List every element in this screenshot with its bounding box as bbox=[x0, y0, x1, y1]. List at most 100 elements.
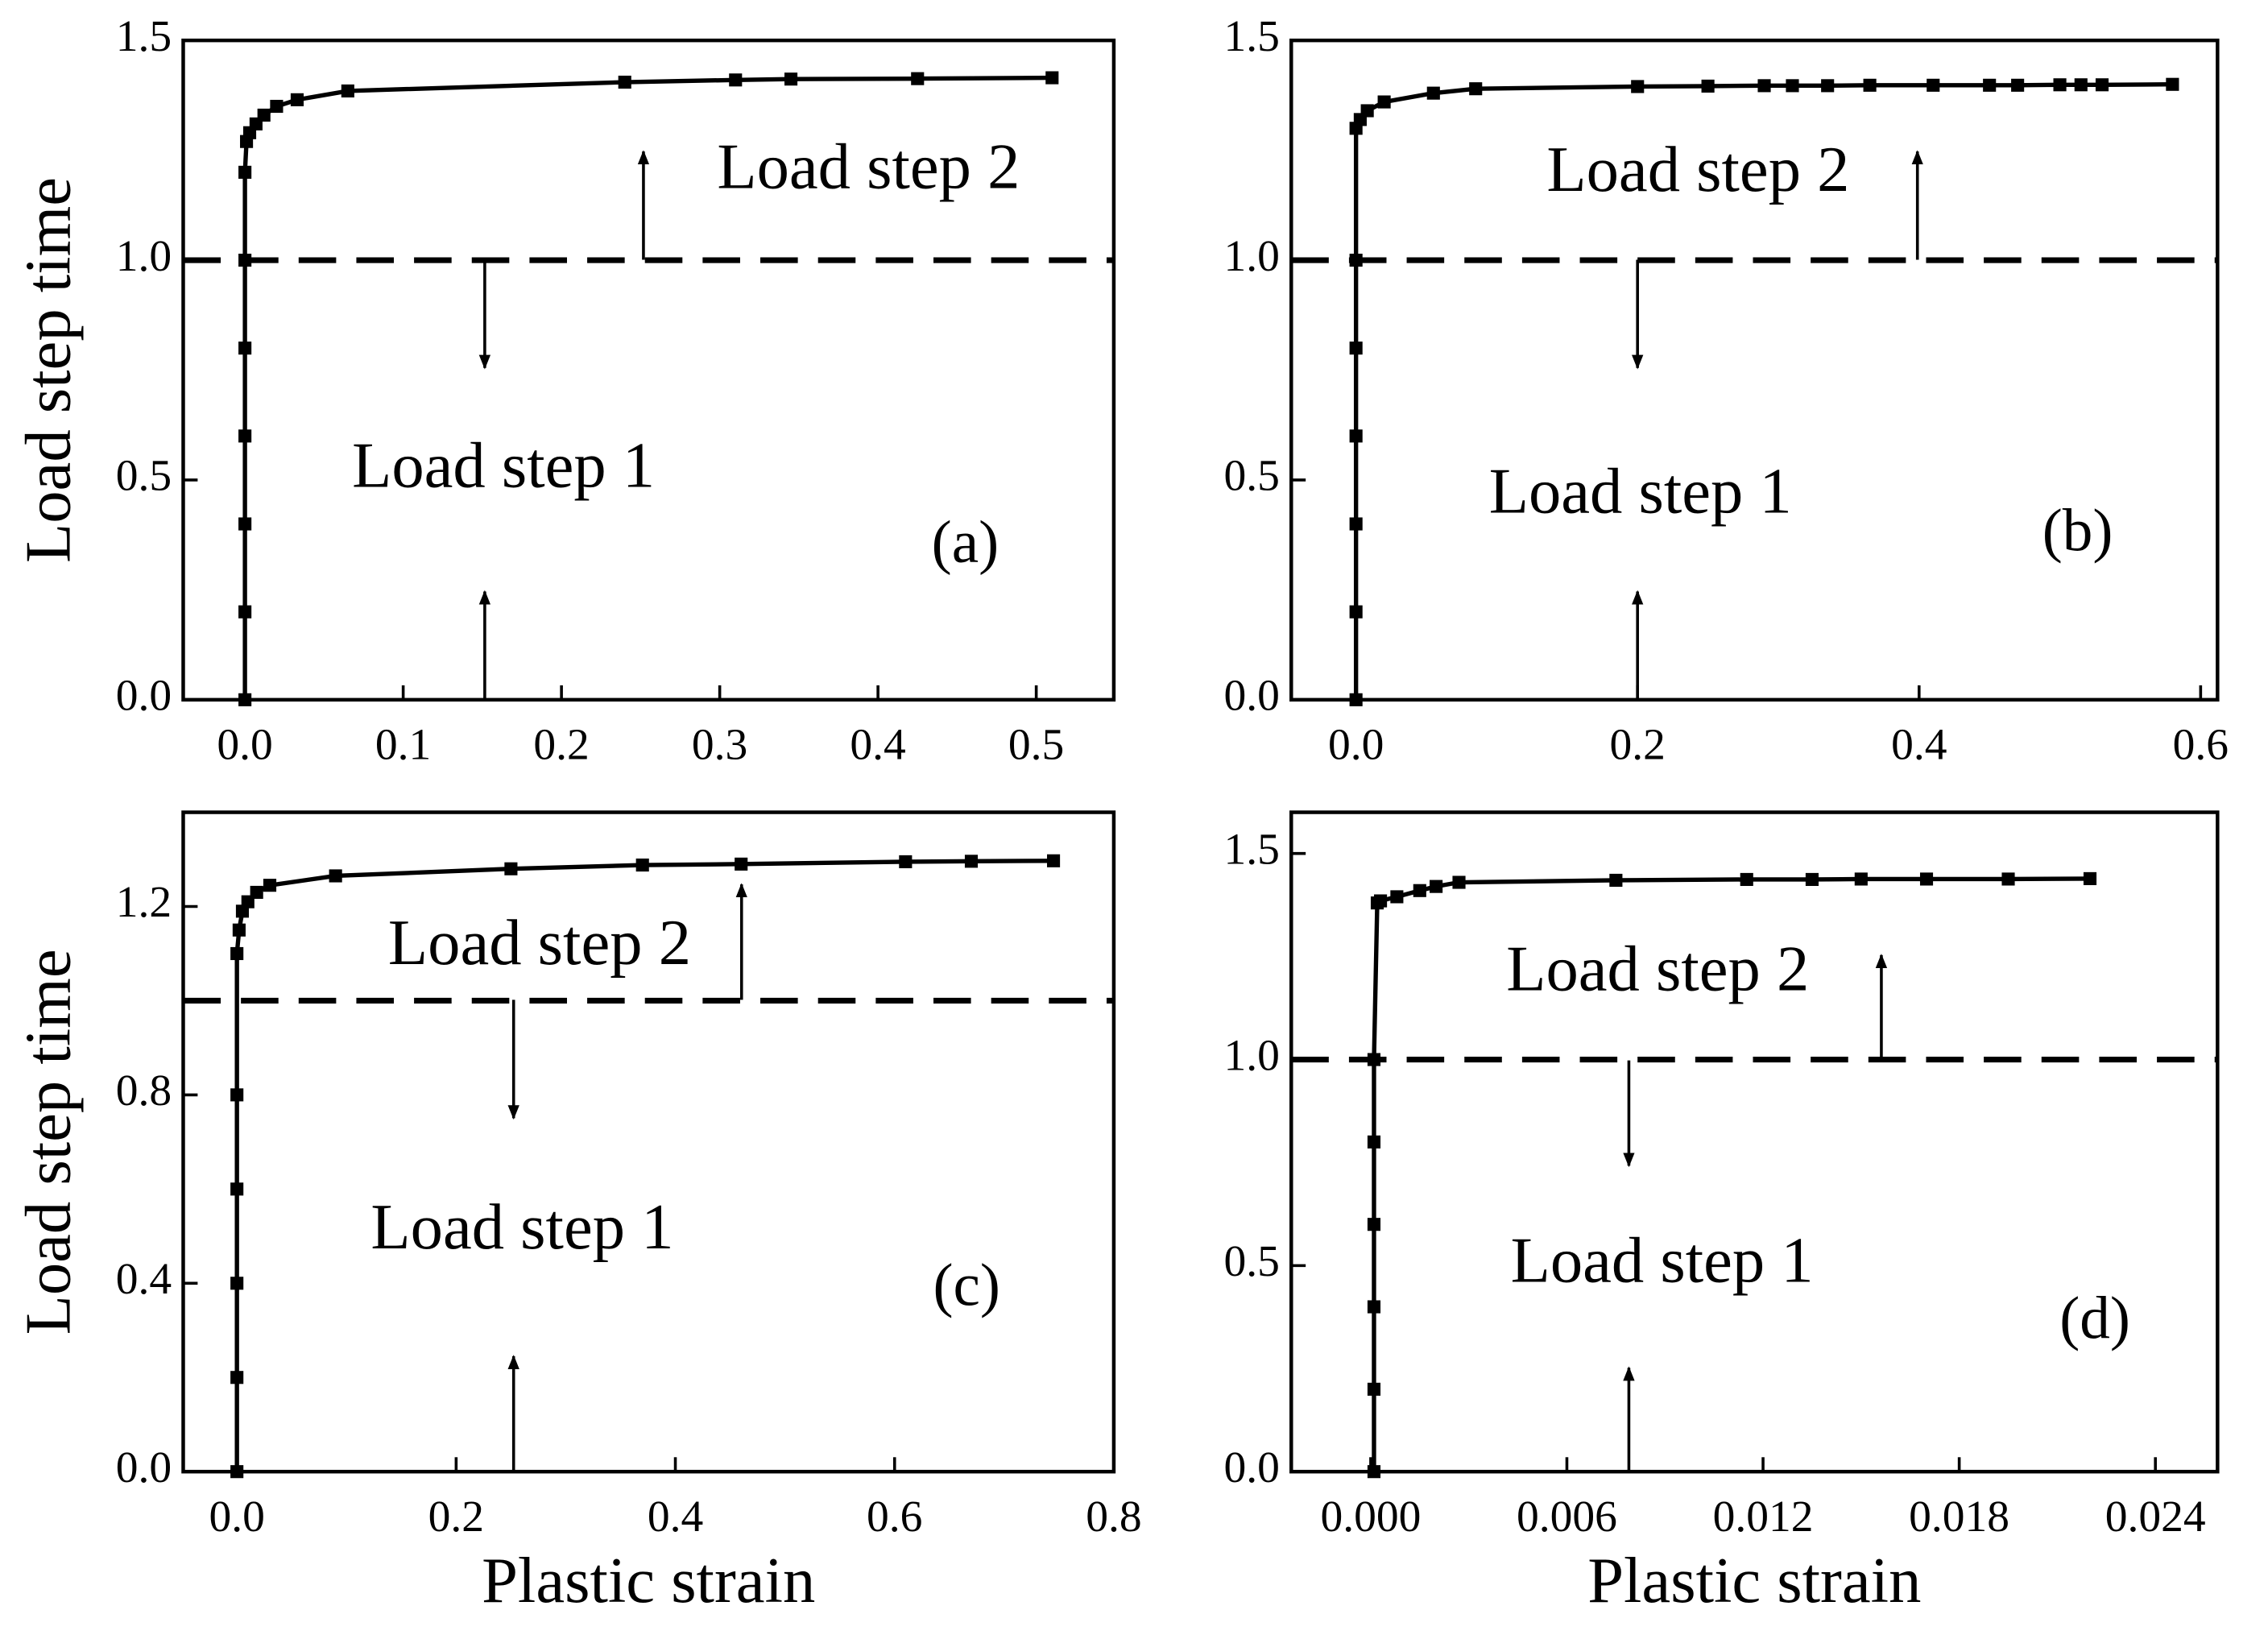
data-marker bbox=[964, 855, 979, 868]
annotation: Load step 2 bbox=[1506, 933, 1809, 1004]
x-tick-label: 0.024 bbox=[2105, 1492, 2206, 1542]
y-tick-label: 1.2 bbox=[116, 878, 172, 927]
plot-frame bbox=[1289, 810, 2220, 1474]
data-marker bbox=[2083, 871, 2097, 885]
data-marker bbox=[238, 341, 252, 355]
x-axis-label: Plastic strain bbox=[1587, 1545, 1921, 1616]
annotation: Load step 1 bbox=[1511, 1224, 1814, 1296]
y-tick-label: 0.5 bbox=[1224, 1237, 1280, 1286]
data-marker bbox=[2095, 78, 2109, 92]
y-tick-label: 1.0 bbox=[116, 232, 172, 281]
data-marker bbox=[1367, 1053, 1381, 1066]
data-marker bbox=[1452, 875, 1466, 889]
annotation: Load step 2 bbox=[388, 907, 691, 979]
x-tick-label: 0.4 bbox=[1891, 720, 1947, 769]
data-marker bbox=[1349, 517, 1363, 531]
data-marker bbox=[1821, 79, 1835, 93]
x-tick-label: 0.3 bbox=[692, 720, 747, 769]
data-marker bbox=[735, 857, 748, 871]
y-tick-label: 0.0 bbox=[1224, 672, 1280, 721]
data-marker bbox=[618, 75, 631, 89]
annotation: Load step 1 bbox=[352, 429, 655, 501]
data-marker bbox=[232, 923, 246, 937]
y-tick-label: 0.0 bbox=[1224, 1443, 1280, 1492]
y-axis-label: Load step time bbox=[13, 177, 85, 563]
data-marker bbox=[1377, 95, 1391, 109]
y-axis-label: Load step time bbox=[13, 949, 85, 1335]
x-tick-label: 0.8 bbox=[1086, 1492, 1141, 1542]
x-tick-label: 0.5 bbox=[1008, 720, 1064, 769]
data-marker bbox=[1631, 80, 1645, 93]
annotation: Load step 2 bbox=[717, 130, 1020, 202]
data-marker bbox=[1919, 872, 1934, 886]
data-marker bbox=[1367, 1382, 1381, 1396]
data-marker bbox=[238, 165, 252, 179]
x-tick-label: 0.0 bbox=[1328, 720, 1384, 769]
x-tick-label: 0.6 bbox=[2173, 720, 2229, 769]
data-marker bbox=[2011, 78, 2025, 92]
data-marker bbox=[1045, 71, 1059, 85]
data-marker bbox=[1349, 341, 1363, 355]
data-marker bbox=[1430, 880, 1443, 893]
data-marker bbox=[238, 429, 252, 443]
x-tick-label: 0.4 bbox=[850, 720, 905, 769]
annotation: Load step 1 bbox=[370, 1191, 673, 1263]
x-tick-label: 0.4 bbox=[648, 1492, 703, 1542]
data-marker bbox=[1609, 873, 1623, 888]
data-marker bbox=[1983, 78, 1997, 92]
data-marker bbox=[2053, 78, 2067, 92]
x-tick-label: 0.2 bbox=[1610, 720, 1666, 769]
data-marker bbox=[329, 869, 342, 883]
data-marker bbox=[2166, 77, 2179, 91]
data-marker bbox=[1426, 86, 1440, 100]
data-marker bbox=[1863, 78, 1877, 92]
data-marker bbox=[1367, 1135, 1381, 1149]
x-axis-label: Plastic strain bbox=[482, 1545, 815, 1616]
data-marker bbox=[230, 1371, 244, 1384]
data-marker bbox=[341, 84, 354, 97]
plot-frame bbox=[181, 38, 1116, 702]
data-marker bbox=[1367, 1218, 1381, 1231]
plot-frame bbox=[1289, 38, 2220, 702]
data-marker bbox=[250, 885, 263, 900]
data-marker bbox=[784, 72, 798, 86]
data-marker bbox=[1349, 429, 1363, 443]
y-tick-label: 0.8 bbox=[116, 1066, 172, 1115]
data-marker bbox=[1349, 605, 1363, 619]
x-tick-label: 0.6 bbox=[867, 1492, 922, 1542]
data-marker bbox=[1469, 82, 1483, 96]
plot-frame bbox=[181, 810, 1116, 1474]
data-marker bbox=[1413, 884, 1426, 897]
x-tick-label: 0.000 bbox=[1320, 1492, 1421, 1542]
data-marker bbox=[1349, 253, 1363, 267]
panel-label: (d) bbox=[2059, 1285, 2130, 1352]
y-tick-label: 1.5 bbox=[1224, 12, 1280, 61]
y-tick-label: 0.5 bbox=[1224, 452, 1280, 501]
y-tick-label: 1.5 bbox=[1224, 825, 1280, 874]
x-tick-label: 0.1 bbox=[375, 720, 431, 769]
y-tick-label: 0.0 bbox=[116, 1443, 172, 1492]
panel-label: (b) bbox=[2042, 498, 2113, 565]
annotation: Load step 2 bbox=[1546, 134, 1849, 205]
data-marker bbox=[230, 946, 244, 961]
data-marker bbox=[911, 72, 925, 85]
data-marker bbox=[1786, 79, 1799, 93]
panel-label: (a) bbox=[932, 509, 999, 576]
data-marker bbox=[230, 1182, 244, 1196]
data-marker bbox=[238, 253, 252, 267]
x-tick-label: 0.006 bbox=[1517, 1492, 1617, 1542]
data-marker bbox=[238, 605, 252, 619]
data-marker bbox=[1374, 894, 1388, 908]
annotation: Load step 1 bbox=[1489, 456, 1792, 528]
data-marker bbox=[1740, 872, 1753, 887]
x-tick-label: 0.2 bbox=[428, 1492, 484, 1542]
y-tick-label: 0.5 bbox=[116, 452, 172, 501]
x-tick-label: 0.0 bbox=[209, 1492, 264, 1542]
data-marker bbox=[1805, 872, 1819, 887]
data-marker bbox=[2001, 872, 2015, 886]
x-tick-label: 0.2 bbox=[533, 720, 589, 769]
data-marker bbox=[504, 862, 518, 875]
data-marker bbox=[1701, 79, 1715, 93]
x-tick-label: 0.0 bbox=[217, 720, 272, 769]
